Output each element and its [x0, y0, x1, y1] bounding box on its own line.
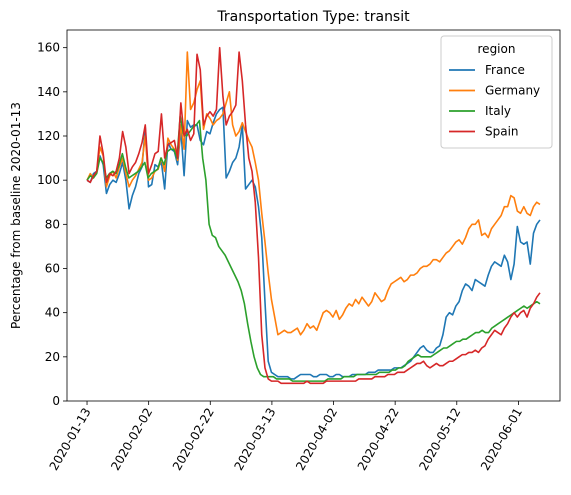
- legend: region France Germany Italy Spain: [440, 35, 553, 149]
- y-tick-label: 140: [37, 85, 60, 99]
- y-tick-label: 20: [45, 350, 60, 364]
- y-tick-label: 0: [52, 394, 60, 408]
- x-tick-label: 2020-02-22: [170, 406, 217, 473]
- series-line-france: [86, 106, 541, 380]
- y-tick-label: 40: [45, 306, 60, 320]
- y-axis-label: Percentage from baseline 2020-01-13: [9, 102, 23, 329]
- x-tick-label: 2020-04-02: [293, 406, 340, 473]
- legend-box: [440, 35, 553, 149]
- x-tick-label: 2020-06-01: [478, 406, 525, 473]
- legend-label-spain: Spain: [485, 125, 519, 139]
- y-tick-label: 120: [37, 129, 60, 143]
- legend-title: region: [478, 42, 516, 56]
- series-line-spain: [86, 46, 541, 385]
- y-tick-label: 100: [37, 173, 60, 187]
- x-tick-label: 2020-02-02: [108, 406, 155, 473]
- x-tick-label: 2020-05-12: [416, 406, 463, 473]
- chart-title: Transportation Type: transit: [216, 9, 410, 25]
- series-lines: [86, 46, 541, 385]
- legend-label-italy: Italy: [485, 104, 511, 118]
- x-tick-label: 2020-03-13: [232, 406, 279, 473]
- y-tick-label: 160: [37, 41, 60, 55]
- y-tick-label: 60: [45, 262, 60, 276]
- plot-frame: [66, 29, 561, 402]
- x-tick-label: 2020-01-13: [47, 406, 94, 473]
- y-tick-label: 80: [45, 217, 60, 231]
- legend-label-france: France: [485, 63, 525, 77]
- legend-label-germany: Germany: [485, 84, 540, 98]
- plot-area: [66, 29, 561, 402]
- x-tick-label: 2020-04-22: [355, 406, 402, 473]
- series-line-italy: [86, 115, 541, 382]
